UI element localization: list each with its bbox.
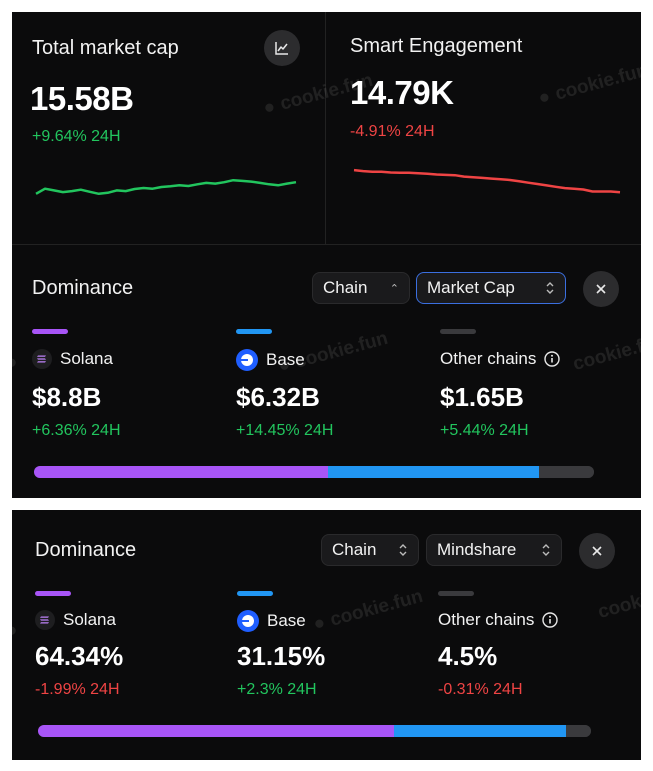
legend-swatch-solana — [32, 329, 68, 334]
chain-name: Base — [267, 611, 306, 630]
top-panel: ● cookie.fun ● cookie.fun ● cookie.fun cook… — [12, 12, 641, 498]
chain-select-value: Chain — [332, 540, 377, 559]
line-chart-icon — [275, 42, 288, 55]
watermark: ● — [12, 619, 20, 643]
close-button[interactable] — [579, 533, 615, 569]
card-divider — [325, 12, 326, 244]
chain-label-other: Other chains — [440, 349, 561, 369]
solana-icon — [35, 610, 55, 630]
watermark-text: cookie.fun — [327, 585, 426, 631]
chain-value-solana: $8.8B — [32, 382, 102, 412]
watermark-text: cookie.fun — [570, 330, 641, 375]
watermark-text: cookie.fun — [552, 59, 641, 105]
market-cap-change: +9.64% 24H — [32, 128, 121, 145]
watermark-text: cookie.fun — [595, 578, 641, 623]
watermark: ● cookie.fun — [311, 586, 425, 636]
metric-select[interactable]: Mindshare — [426, 534, 562, 566]
legend-swatch-solana — [35, 591, 71, 596]
chevron-updown-icon: ⌃ — [389, 282, 399, 295]
engagement-value: 14.79K — [350, 74, 454, 111]
dominance-segment-other-chains — [566, 725, 591, 737]
market-cap-title: Total market cap — [32, 37, 179, 59]
engagement-change: -4.91% 24H — [350, 123, 435, 140]
info-icon[interactable] — [544, 351, 561, 367]
legend-swatch-other — [440, 329, 476, 334]
engagement-sparkline — [353, 168, 621, 194]
watermark: ● — [12, 351, 20, 375]
chain-name: Other chains — [438, 610, 535, 629]
chain-value-other: 4.5% — [438, 641, 498, 671]
chain-change-other: -0.31% 24H — [438, 681, 523, 698]
chevron-updown-icon — [546, 282, 554, 294]
dominance-segment-base — [393, 725, 567, 737]
dominance-title: Dominance — [35, 539, 137, 561]
base-icon — [236, 349, 258, 371]
chevron-updown-icon — [399, 544, 407, 556]
chain-label-solana: Solana — [35, 610, 116, 630]
cookie-icon: ● — [536, 85, 553, 110]
chain-label-other: Other chains — [438, 610, 559, 630]
chain-value-other: $1.65B — [440, 382, 524, 412]
metric-select[interactable]: Market Cap — [416, 272, 566, 304]
section-divider — [12, 244, 641, 245]
chain-label-solana: Solana — [32, 349, 113, 369]
chain-change-other: +5.44% 24H — [440, 422, 529, 439]
cookie-icon: ● — [12, 350, 20, 375]
watermark: cookie.fun — [571, 330, 641, 376]
chain-select[interactable]: Chain ⌃ — [312, 272, 410, 304]
chain-name: Solana — [60, 349, 113, 368]
cookie-icon: ● — [261, 95, 278, 120]
engagement-title: Smart Engagement — [350, 35, 523, 57]
dominance-segment-solana — [38, 725, 394, 737]
chain-value-base: $6.32B — [236, 382, 320, 412]
dominance-segment-base — [327, 466, 539, 478]
cookie-icon: ● — [311, 611, 328, 636]
chain-select-value: Chain — [323, 278, 368, 297]
close-icon — [592, 546, 602, 556]
dominance-bar — [38, 725, 591, 737]
solana-icon — [32, 349, 52, 369]
legend-swatch-base — [236, 329, 272, 334]
watermark-text: cookie.fun — [292, 327, 391, 373]
watermark: cookie.fun — [596, 578, 641, 624]
chain-label-base: Base — [236, 349, 305, 371]
info-icon[interactable] — [542, 612, 559, 628]
legend-swatch-other — [438, 591, 474, 596]
metric-select-value: Mindshare — [437, 540, 517, 559]
dominance-bar — [34, 466, 594, 478]
chain-value-solana: 64.34% — [35, 641, 124, 671]
base-icon — [237, 610, 259, 632]
dominance-title: Dominance — [32, 277, 134, 299]
close-icon — [596, 284, 606, 294]
chain-label-base: Base — [237, 610, 306, 632]
chain-name: Base — [266, 350, 305, 369]
chevron-updown-icon — [542, 544, 550, 556]
chain-name: Solana — [63, 610, 116, 629]
metric-select-value: Market Cap — [427, 278, 515, 297]
watermark: ● cookie.fun — [536, 60, 641, 110]
close-button[interactable] — [583, 271, 619, 307]
market-cap-sparkline — [35, 178, 297, 196]
chain-change-solana: +6.36% 24H — [32, 422, 121, 439]
bottom-panel: ● cookie.fun cookie.fun ● Dominance Chain… — [12, 510, 641, 760]
dominance-segment-other-chains — [538, 466, 594, 478]
market-cap-value: 15.58B — [30, 80, 134, 117]
chain-select[interactable]: Chain — [321, 534, 419, 566]
legend-swatch-base — [237, 591, 273, 596]
chart-toggle-button[interactable] — [264, 30, 300, 66]
sparkline-path — [353, 168, 621, 194]
dominance-segment-solana — [34, 466, 328, 478]
sparkline-path — [35, 178, 297, 196]
chain-change-solana: -1.99% 24H — [35, 681, 120, 698]
chain-change-base: +14.45% 24H — [236, 422, 334, 439]
chain-value-base: 31.15% — [237, 641, 326, 671]
chain-change-base: +2.3% 24H — [237, 681, 317, 698]
cookie-icon: ● — [12, 618, 20, 643]
chain-name: Other chains — [440, 349, 537, 368]
